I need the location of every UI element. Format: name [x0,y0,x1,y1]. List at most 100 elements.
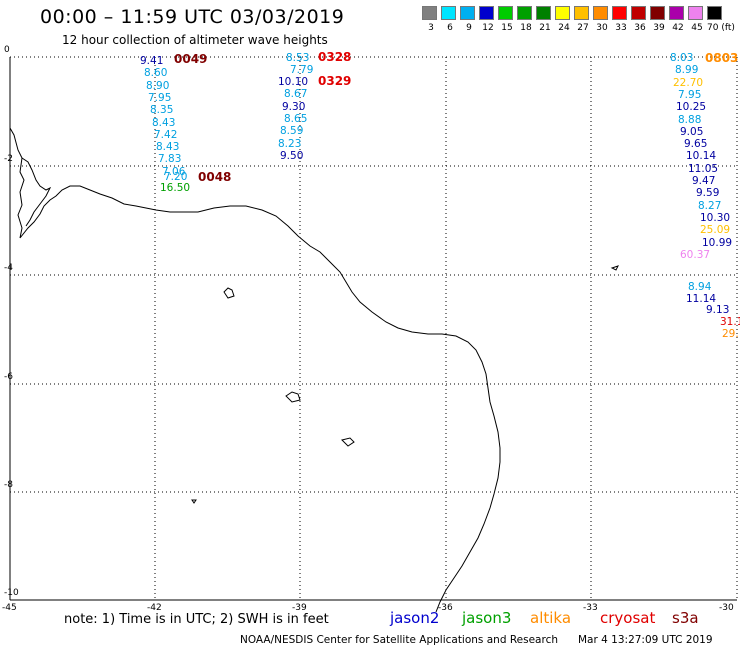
pass-time-label: 0803 [705,51,739,65]
wave-height-value: 9.50 [280,149,304,162]
wave-height-value: 16.50 [160,182,191,194]
color-swatch-label: 3 [428,23,434,33]
pass-time-label: 0329 [318,74,352,88]
wave-height-value: 10.30 [700,211,731,224]
color-swatch-label: 39 [653,23,665,33]
wave-height-value: 8.23 [278,137,302,150]
island-5 [191,499,197,504]
wave-height-value: 9.65 [684,138,708,151]
x-tick-label: -30 [719,603,734,613]
wave-height-value: 8.65 [284,112,308,125]
wave-height-value: 7.95 [148,91,172,104]
color-swatch [650,6,665,20]
wave-height-value: 8.03 [670,52,694,64]
footer-credit: NOAA/NESDIS Center for Satellite Applica… [240,634,558,646]
x-tick-label: -39 [292,603,307,613]
wave-height-value: 8.99 [675,64,699,77]
x-tick-label: -42 [147,603,162,613]
color-swatch [574,6,589,20]
wave-height-value: 7.20 [164,170,188,183]
graticule [9,56,738,601]
color-swatch-label: 33 [615,23,627,33]
wave-height-value: 9.41 [140,55,164,67]
y-tick-label: -10 [4,588,19,598]
legend-altika: altika [530,609,572,627]
y-tick-label: -8 [4,480,13,490]
wave-height-value: 8.94 [688,280,712,293]
color-swatch [669,6,684,20]
island-2 [285,391,301,403]
color-swatch-label: 36 [634,23,646,33]
wave-height-value: 9.30 [282,100,306,113]
color-swatch-label: 45 [691,23,703,33]
wave-height-value: 10.25 [676,101,707,114]
wave-height-value: 8.90 [146,79,170,92]
wave-height-value: 29. [722,327,739,340]
color-swatch-label: 9 [466,23,472,33]
pass-time-label: 0048 [198,170,232,184]
wave-height-value: 8.60 [144,67,168,80]
map-subtitle: 12 hour collection of altimeter wave hei… [62,33,328,47]
wave-height-value: 8.67 [284,88,308,101]
wave-height-value: 9.47 [692,175,716,187]
color-swatch-label: 6 [447,23,453,33]
wave-height-value: 11.14 [686,292,717,305]
color-swatch-label: 42 [672,23,684,33]
wave-height-value: 8.88 [678,113,702,126]
color-swatch-label: 24 [558,23,570,33]
legend-jason3: jason3 [462,609,512,627]
color-swatch-label: 18 [520,23,532,33]
wave-height-value: 8.43 [156,141,180,154]
legend-s3a: s3a [672,609,699,627]
footer-date: Mar 4 13:27:09 UTC 2019 [578,634,713,646]
color-swatch [441,6,456,20]
wave-height-value: 7.79 [290,64,314,77]
pass-time-label: 0049 [174,52,208,66]
wave-height-value: 7.06 [162,165,186,178]
color-swatch-label: 27 [577,23,589,33]
color-swatch [422,6,437,20]
x-tick-label: -36 [438,603,453,613]
units-note: note: 1) Time is in UTC; 2) SWH is in fe… [64,612,329,627]
color-swatch [688,6,703,20]
legend-cryosat: cryosat [600,609,656,627]
wave-height-value: 22.70 [673,76,704,89]
map-title: 00:00 – 11:59 UTC 03/03/2019 [40,6,345,28]
y-tick-label: -2 [4,154,13,164]
wave-height-value: 10.14 [686,150,717,163]
wave-height-value: 8.27 [698,199,722,212]
color-swatch [707,6,722,20]
y-tick-label: 0 [4,45,10,55]
color-swatch [498,6,513,20]
wave-height-value: 7.83 [158,153,182,166]
island-1 [223,287,235,299]
wave-height-value: 9.59 [696,187,720,200]
color-swatch [479,6,494,20]
wave-height-value: 11.05 [688,162,719,175]
color-swatch [536,6,551,20]
color-swatch [593,6,608,20]
island-4 [610,265,619,271]
legend-jason2: jason2 [390,609,440,627]
wave-height-value: 10.10 [278,76,309,88]
wave-height-value: 8.59 [280,125,304,138]
color-swatch [631,6,646,20]
color-swatch-label: 12 [482,23,494,33]
island-3 [341,437,355,447]
wave-height-value: 8.43 [152,116,176,129]
wave-height-value: 9.05 [680,125,704,138]
pass-time-label: 0328 [318,50,352,64]
color-swatch-label: 21 [539,23,551,33]
wave-height-value: 10.99 [702,236,733,249]
wave-height-value: 7.42 [154,128,178,141]
color-swatch [555,6,570,20]
wave-height-value: 60.37 [680,248,711,261]
coastline [9,127,501,613]
color-swatch [517,6,532,20]
wave-height-value: 31.10 [720,316,740,328]
y-tick-label: -6 [4,372,13,382]
wave-height-value: 7.95 [678,88,702,101]
color-swatch-label: 30 [596,23,608,33]
wave-height-value: 8.53 [286,52,310,64]
